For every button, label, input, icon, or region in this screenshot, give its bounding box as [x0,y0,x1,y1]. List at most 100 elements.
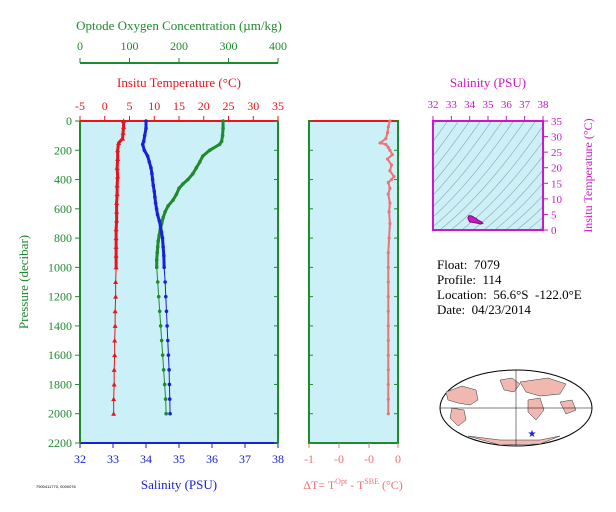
delta-point [386,192,390,196]
oxygen-point [207,148,212,153]
density-contour [433,121,492,196]
ts-salinity-tick-label: 37 [519,99,531,111]
salinity-point [149,166,153,170]
delta-point [390,153,394,157]
delta-tick-label: -0 [364,452,374,466]
delta-point [387,210,391,214]
delta-point [378,141,382,145]
salinity-point [154,207,159,211]
temperature-tick-label: -5 [75,99,85,113]
delta-panel-background [309,121,398,443]
salinity-point [167,368,171,372]
oxygen-point [197,160,202,164]
footer-id-text: 7900411770, 0000076 [36,484,76,489]
pressure-tick-label: 1400 [48,319,72,333]
delta-tick-label: -0 [334,452,344,466]
float-location: Location: 56.6°S -122.0°E [437,287,582,302]
oxygen-point [200,154,205,158]
temperature-point [121,124,127,129]
delta-point [387,236,391,240]
ts-temperature-tick-label: 0 [551,225,557,237]
pressure-tick-label: 2000 [48,407,72,421]
ts-salinity-title: Salinity (PSU) [450,75,526,90]
oxygen-point [157,233,161,237]
oxygen-point [220,133,225,138]
delta-title-part: (°C) [379,478,403,492]
ts-temperature-tick-label: 35 [551,116,563,128]
temperature-tick-label: 35 [272,99,284,113]
salinity-point [165,324,169,328]
delta-point [386,382,390,387]
density-contour [433,121,514,218]
salinity-tick-label: 34 [140,452,152,466]
oxygen-point [161,215,165,220]
salinity-tick-label: 33 [107,452,119,466]
oxygen-point [158,324,163,328]
oxygen-point [164,411,168,416]
delta-point [384,142,388,147]
temperature-point [112,308,118,314]
oxygen-tick-label: 100 [121,39,139,53]
temperature-point [111,396,117,402]
delta-point [386,265,390,269]
temperature-point [121,118,127,123]
salinity-point [161,245,165,249]
oxygen-point [219,139,224,144]
salinity-point [141,139,146,144]
temperature-point [120,130,126,135]
temperature-point [111,367,117,372]
ts-panel-background [433,121,543,230]
pressure-tick-label: 400 [54,173,72,187]
salinity-point [150,177,155,182]
ts-salinity-tick-label: 32 [428,99,439,111]
oxygen-point [155,250,160,255]
ts-temperature-tick-label: 10 [551,194,563,206]
temperature-tick-label: 25 [223,99,235,113]
map-landmass [467,435,561,446]
salinity-point [153,201,158,205]
oxygen-tick-label: 400 [269,39,287,53]
delta-point [388,221,392,226]
ts-temperature-tick-label: 25 [551,147,563,159]
temperature-point [116,140,122,145]
ts-temperature-tick-label: 20 [551,163,563,175]
salinity-point [168,411,172,416]
delta-tick-label: -1 [304,452,314,466]
temperature-point [114,191,120,197]
temperature-tick-label: 10 [148,99,160,113]
oxygen-point [217,142,222,147]
pressure-axis-title: Pressure (decibar) [16,235,31,329]
oxygen-point [160,353,165,357]
pressure-tick-label: 0 [66,114,72,128]
temperature-point [113,253,119,258]
temperature-point [112,338,118,343]
delta-point [386,353,390,357]
oxygen-point [161,368,166,372]
salinity-point [155,212,160,217]
temperature-point [115,147,121,153]
salinity-point [164,309,169,314]
pressure-tick-label: 600 [54,202,72,216]
ts-temperature-tick-label: 15 [551,178,563,190]
oxygen-axis-title: Optode Oxygen Concentration (µm/kg) [76,18,282,33]
pressure-tick-label: 800 [54,231,72,245]
temperature-point [114,209,120,214]
ts-temperature-tick-label: 5 [551,209,557,221]
salinity-point [142,148,147,153]
oxygen-point [154,258,159,262]
float-id: Float: 7079 [437,257,500,272]
salinity-point [157,218,161,223]
temperature-tick-label: 30 [247,99,259,113]
pressure-tick-label: 1800 [48,377,72,391]
ts-salinity-tick-label: 34 [464,99,476,111]
delta-point [386,397,390,401]
salinity-point [167,382,172,387]
delta-title-sup: Opt [335,477,348,486]
salinity-point [153,195,157,199]
pressure-tick-label: 1600 [48,348,72,362]
temperature-tick-label: 5 [127,99,133,113]
world-map: ★ [439,369,593,447]
map-landmass [445,385,479,406]
map-landmass [519,377,567,397]
